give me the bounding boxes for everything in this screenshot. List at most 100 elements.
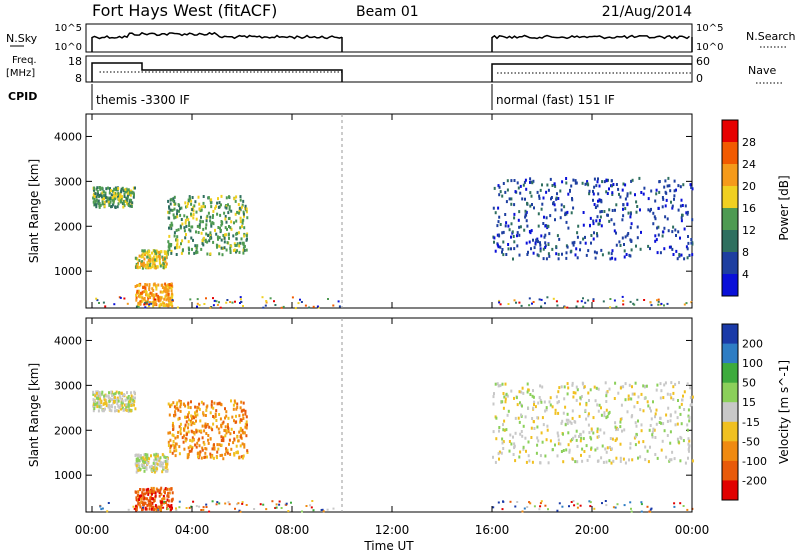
- echo-cell: [153, 465, 156, 469]
- echo-cell: [114, 409, 116, 413]
- echo-cell: [170, 251, 173, 255]
- echo-cell: [529, 204, 532, 208]
- echo-cell: [572, 178, 575, 182]
- echo-cell: [189, 229, 192, 233]
- echo-cell: [285, 502, 288, 505]
- echo-cell: [607, 251, 610, 255]
- echo-cell: [162, 494, 165, 498]
- echo-cell: [691, 253, 694, 257]
- echo-cell: [171, 451, 174, 455]
- echo-cell: [572, 500, 575, 502]
- echo-cell: [103, 394, 106, 398]
- echo-cell: [187, 246, 190, 250]
- echo-cell: [622, 203, 625, 207]
- echo-cell: [168, 234, 171, 238]
- echo-cell: [666, 434, 669, 437]
- echo-cell: [152, 497, 155, 501]
- echo-cell: [600, 200, 603, 204]
- echo-cell: [507, 303, 510, 305]
- echo-cell: [170, 299, 173, 303]
- echo-cell: [522, 424, 525, 428]
- echo-cell: [179, 402, 182, 406]
- echo-cell: [136, 284, 139, 288]
- nsky-left-tick-top: 10^5: [55, 23, 82, 34]
- echo-cell: [654, 412, 657, 416]
- echo-cell: [109, 397, 112, 401]
- echo-cell: [159, 456, 162, 460]
- echo-cell: [238, 414, 241, 418]
- echo-cell: [573, 420, 576, 423]
- echo-cell: [531, 394, 534, 398]
- echo-cell: [200, 231, 203, 235]
- echo-cell: [133, 399, 136, 403]
- echo-cell: [215, 419, 218, 422]
- echo-cell: [172, 434, 175, 438]
- echo-cell: [643, 186, 646, 190]
- echo-cell: [188, 221, 191, 225]
- echo-cell: [190, 423, 193, 427]
- echo-cell: [183, 434, 185, 438]
- echo-cell: [498, 234, 501, 238]
- echo-cell: [533, 246, 536, 250]
- echo-cell: [172, 440, 175, 443]
- echo-cell: [576, 444, 579, 448]
- echo-cell: [108, 197, 111, 201]
- echo-cell: [218, 252, 221, 256]
- echo-cell: [105, 196, 108, 199]
- echo-cell: [115, 409, 118, 412]
- echo-cell: [227, 203, 229, 207]
- echo-cell: [514, 505, 517, 508]
- echo-cell: [94, 192, 97, 196]
- echo-cell: [660, 421, 662, 425]
- echo-cell: [106, 196, 109, 200]
- echo-cell: [167, 249, 170, 253]
- echo-cell: [175, 228, 178, 232]
- echo-cell: [542, 257, 545, 261]
- echo-cell: [151, 251, 153, 255]
- echo-cell: [126, 391, 128, 395]
- echo-cell: [121, 401, 124, 405]
- echo-cell: [227, 416, 230, 420]
- echo-cell: [140, 496, 143, 500]
- echo-cell: [631, 385, 633, 389]
- echo-cell: [655, 408, 658, 412]
- echo-cell: [173, 234, 176, 238]
- echo-cell: [159, 298, 162, 302]
- echo-cell: [680, 216, 683, 220]
- echo-cell: [224, 407, 226, 411]
- cpid-segments: themis -3300 IF normal (fast) 151 IF: [91, 84, 615, 110]
- echo-cell: [629, 446, 632, 450]
- echo-cell: [215, 300, 218, 303]
- echo-cell: [186, 432, 188, 436]
- echo-cell: [233, 419, 235, 423]
- echo-cell: [223, 246, 226, 250]
- echo-cell: [675, 188, 677, 192]
- echo-cell: [614, 439, 617, 442]
- echo-cell: [634, 381, 637, 385]
- echo-cell: [216, 501, 219, 504]
- echo-cell: [154, 504, 157, 508]
- echo-cell: [528, 297, 531, 300]
- echo-cell: [539, 241, 541, 245]
- echo-cell: [571, 383, 574, 387]
- echo-cell: [244, 425, 247, 429]
- echo-cell: [619, 386, 622, 390]
- echo-cell: [666, 184, 669, 188]
- echo-cell: [689, 183, 692, 187]
- echo-cell: [106, 510, 109, 513]
- echo-cell: [595, 219, 598, 223]
- echo-cell: [166, 304, 169, 307]
- echo-cell: [561, 419, 564, 423]
- echo-cell: [231, 415, 234, 419]
- echo-cell: [126, 302, 129, 305]
- echo-cell: [582, 223, 585, 227]
- echo-cell: [572, 206, 575, 210]
- echo-cell: [537, 254, 540, 258]
- x-tick-label: 20:00: [575, 523, 610, 537]
- echo-cell: [596, 215, 599, 219]
- echo-cell: [245, 207, 248, 211]
- echo-cell: [605, 190, 608, 194]
- echo-cell: [239, 241, 242, 245]
- echo-cell: [221, 221, 224, 224]
- echo-cell: [652, 400, 654, 404]
